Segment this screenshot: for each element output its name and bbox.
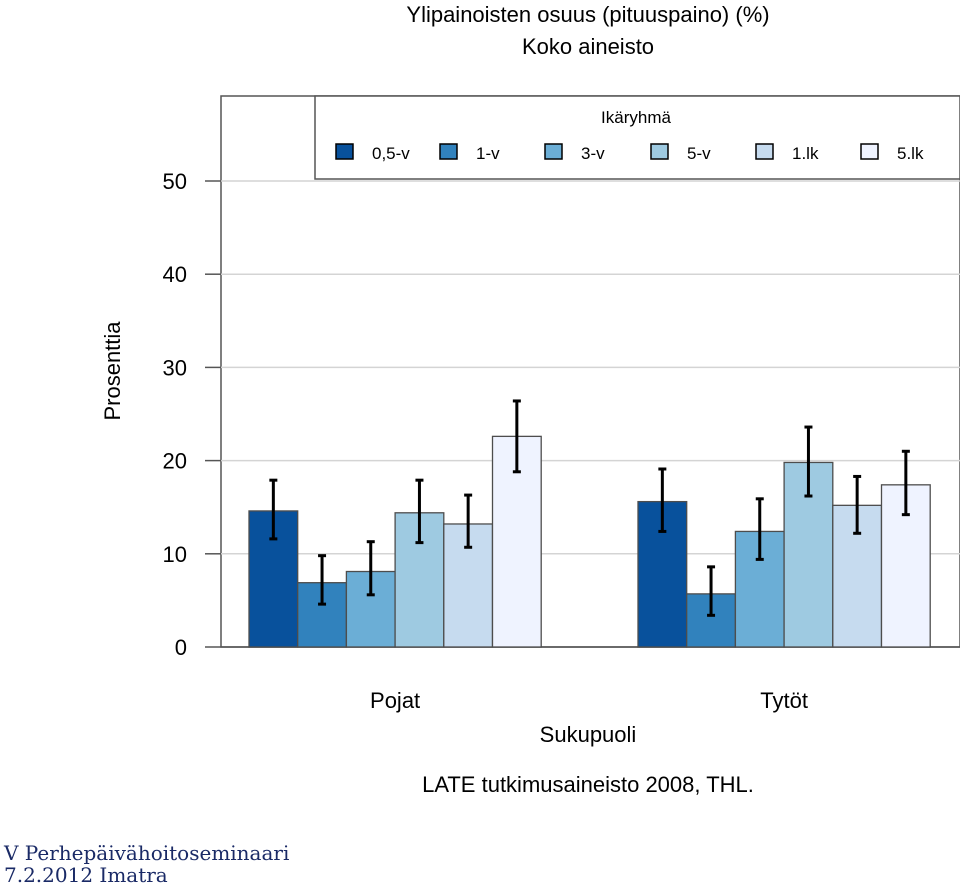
legend-label-1-v: 1-v — [476, 144, 500, 163]
x-axis: Pojat Tytöt — [370, 688, 808, 713]
legend-swatch-3-v — [544, 143, 563, 160]
legend-label-5-v: 5-v — [687, 144, 711, 163]
error-bars — [269, 399, 910, 617]
y-axis: 0 10 20 30 40 50 — [163, 169, 221, 660]
chart-subtitle: Koko aineisto — [522, 34, 654, 59]
legend-title: Ikäryhmä — [601, 108, 671, 127]
legend-label-1.lk: 1.lk — [792, 144, 819, 163]
legend-swatch-1.lk — [755, 143, 774, 160]
y-tick-label-40: 40 — [163, 262, 187, 287]
y-tick-label-30: 30 — [163, 355, 187, 380]
legend: Ikäryhmä 0,5-v 1-v 3-v 5-v 1.lk 5.lk — [314, 95, 960, 180]
bar-Pojat-3-v — [345, 570, 396, 648]
legend-label-5.lk: 5.lk — [897, 144, 924, 163]
legend-swatch-1-v — [439, 143, 458, 160]
y-axis-title: Prosenttia — [100, 321, 125, 421]
chart-caption: LATE tutkimusaineisto 2008, THL. — [422, 772, 754, 797]
chart-title: Ylipainoisten osuus (pituuspaino) (%) — [406, 2, 769, 27]
footer-event: V Perhepäivähoitoseminaari — [4, 841, 290, 865]
x-axis-title: Sukupuoli — [540, 722, 637, 747]
legend-swatch-5-v — [650, 143, 669, 160]
legend-box — [314, 95, 960, 180]
y-tick-label-20: 20 — [163, 449, 187, 474]
y-tick-label-0: 0 — [175, 635, 187, 660]
legend-swatch-0,5-v — [335, 143, 354, 160]
legend-swatch-5.lk — [860, 143, 879, 160]
y-tick-label-50: 50 — [163, 169, 187, 194]
footer-date: 7.2.2012 Imatra — [4, 863, 168, 887]
y-tick-label-10: 10 — [163, 542, 187, 567]
legend-label-0,5-v: 0,5-v — [372, 144, 410, 163]
x-tick-label-Pojat: Pojat — [370, 688, 420, 713]
x-tick-label-Tytöt: Tytöt — [760, 688, 808, 713]
bar-Pojat-0,5-v — [248, 510, 299, 648]
legend-label-3-v: 3-v — [581, 144, 605, 163]
